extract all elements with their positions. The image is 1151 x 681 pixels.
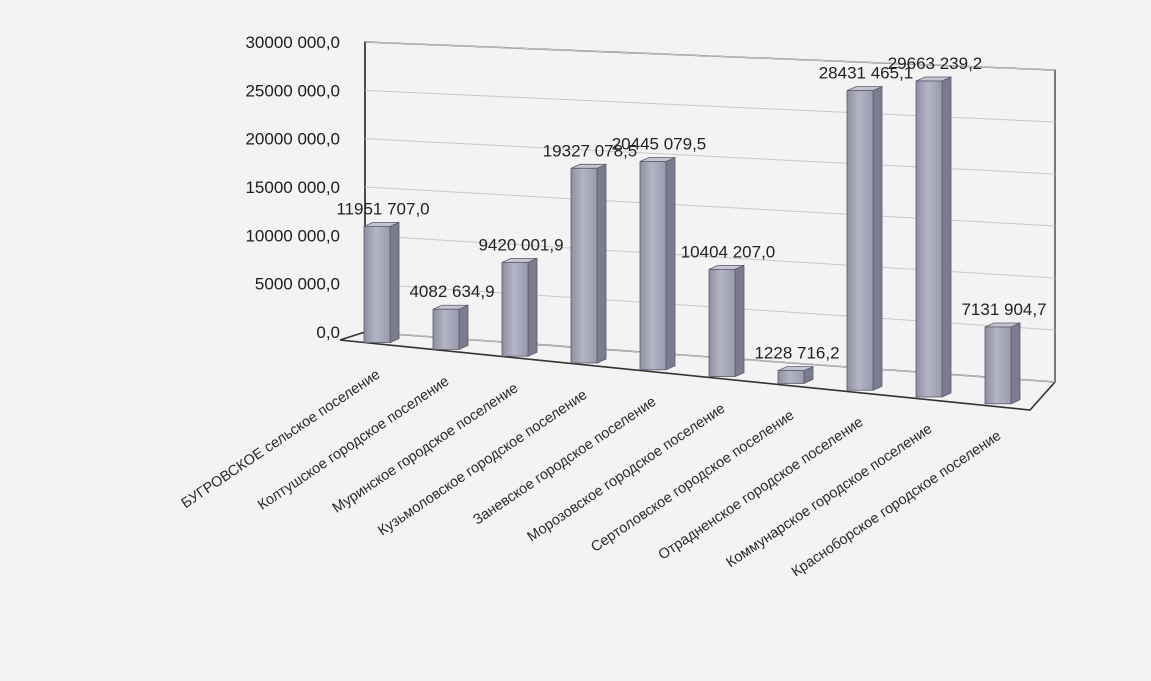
bar-side (596, 163, 607, 364)
bar-side (389, 221, 400, 344)
data-label: 1228 716,2 (754, 344, 839, 363)
bar-side (872, 86, 883, 391)
y-tick-label: 20000 000,0 (245, 130, 340, 149)
bar-front (363, 225, 391, 343)
bar-front (915, 80, 943, 398)
bar (984, 322, 1021, 405)
y-tick-label: 0,0 (316, 323, 340, 342)
category-labels: БУГРОВСКОЕ сельское поселениеКолтушское … (179, 367, 1005, 581)
data-label: 20445 079,5 (612, 134, 707, 153)
gridline (364, 138, 1056, 175)
data-label: 7131 904,7 (961, 300, 1046, 319)
data-label: 19327 078,5 (543, 141, 638, 160)
gridline (364, 186, 1056, 227)
bar (363, 221, 400, 344)
bar-front (777, 370, 805, 384)
data-label: 4082 634,9 (409, 282, 494, 301)
bars (363, 76, 1021, 405)
gridline (364, 41, 1056, 71)
y-tick-label: 5000 000,0 (255, 275, 340, 294)
bar (639, 156, 676, 371)
bar-front (432, 308, 460, 350)
bar (915, 76, 952, 398)
y-tick-label: 30000 000,0 (245, 33, 340, 52)
y-tick-label: 10000 000,0 (245, 226, 340, 245)
bar-front (639, 161, 667, 371)
bar-side (527, 257, 538, 357)
bar-side (941, 76, 952, 398)
data-label: 9420 001,9 (478, 235, 563, 254)
bar (708, 264, 745, 378)
floor (339, 331, 1056, 411)
y-axis-tick-labels: 0,0 5000 000,0 10000 000,0 15000 000,0 20000… (245, 33, 340, 342)
bar-front (570, 167, 598, 364)
bar-front (984, 326, 1012, 405)
data-label: 29663 239,2 (888, 54, 983, 73)
bar-front (846, 90, 874, 391)
data-label: 11951 707,0 (336, 199, 429, 218)
bar-side (665, 156, 676, 371)
data-label: 28431 465,1 (819, 64, 914, 83)
y-tick-label: 15000 000,0 (245, 178, 340, 197)
bar (570, 163, 607, 364)
bar (846, 86, 883, 391)
bar (501, 257, 538, 357)
bar-side (458, 304, 469, 351)
gridline (364, 89, 1056, 123)
bar-side (734, 264, 745, 378)
data-labels: 11951 707,0 4082 634,9 9420 001,9 19327 078… (336, 54, 1046, 363)
y-tick-label: 25000 000,0 (245, 81, 340, 100)
bar (777, 365, 814, 385)
bar-front (501, 262, 529, 357)
bar-front (708, 268, 736, 378)
data-label: 10404 207,0 (681, 242, 776, 261)
bar (432, 304, 469, 351)
bar-side (1010, 322, 1021, 405)
